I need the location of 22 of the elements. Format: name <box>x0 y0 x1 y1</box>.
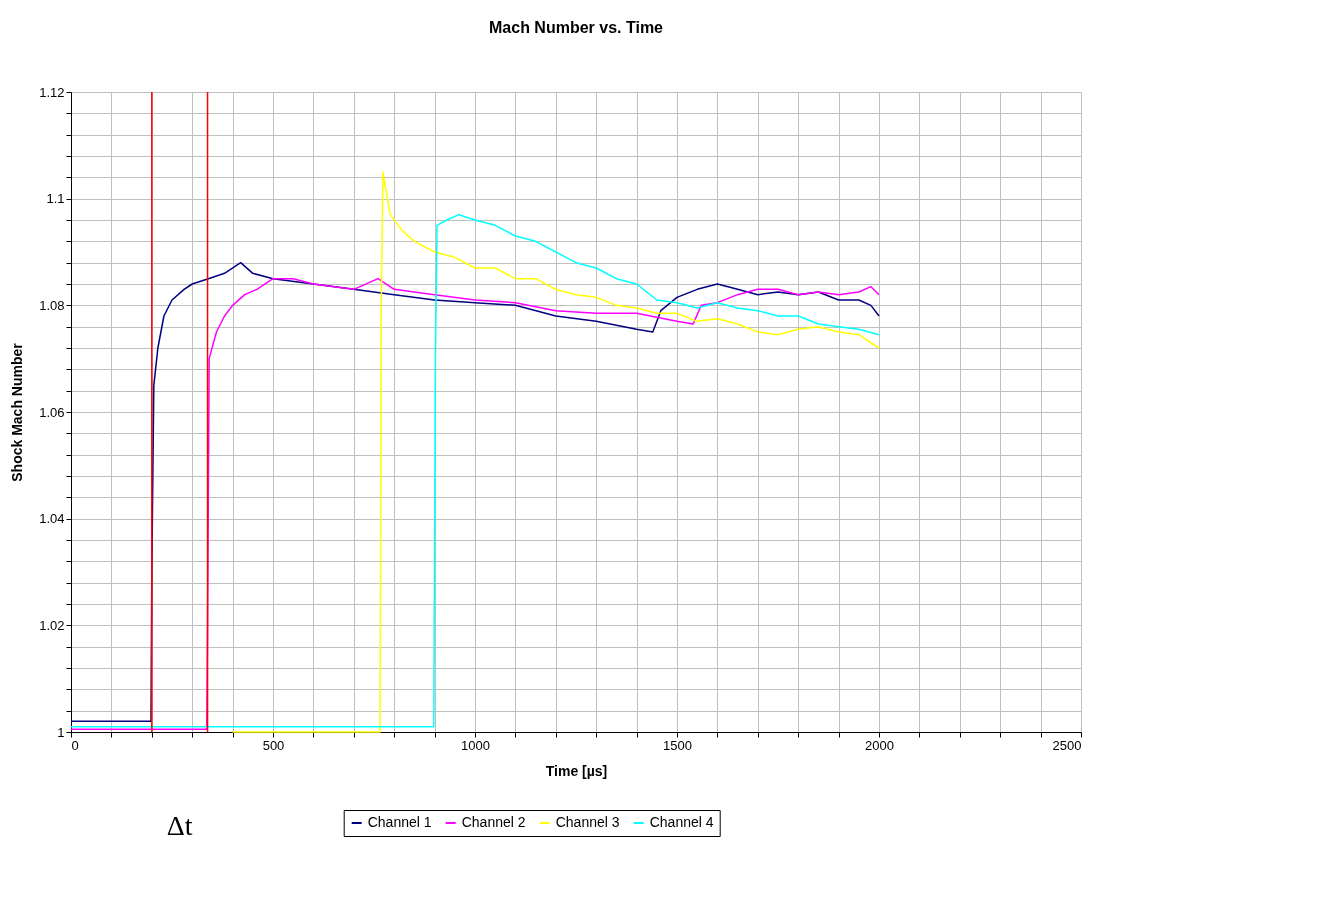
y-tick-label: 1.04 <box>39 511 65 527</box>
text: Δt <box>166 810 193 841</box>
x-axis-title: Time [µs] <box>545 762 608 779</box>
legend-label: Channel 1 <box>367 814 432 830</box>
y-tick-label: 1.1 <box>46 191 65 207</box>
line-series <box>231 171 880 733</box>
legend-label: Channel 2 <box>461 814 526 830</box>
y-tick-label: 1 <box>57 724 65 740</box>
x-tick-label: 1000 <box>461 737 490 753</box>
y-axis-title: Shock Mach Number <box>9 342 26 482</box>
x-tick-label: 2000 <box>865 737 894 753</box>
x-tick-label: 500 <box>262 737 285 753</box>
legend-label: Channel 4 <box>649 814 714 830</box>
y-tick-label: 1.06 <box>39 404 65 420</box>
y-tick-label: 1.12 <box>39 84 65 100</box>
legend-label: Channel 3 <box>555 814 620 830</box>
y-tick-label: 1.08 <box>39 297 65 313</box>
chart-title: Mach Number vs. Time <box>489 19 664 36</box>
x-tick-label: 1500 <box>663 737 692 753</box>
x-tick-label: 2500 <box>1052 737 1082 753</box>
x-tick-label: 0 <box>71 737 79 753</box>
y-tick-label: 1.02 <box>39 617 65 633</box>
